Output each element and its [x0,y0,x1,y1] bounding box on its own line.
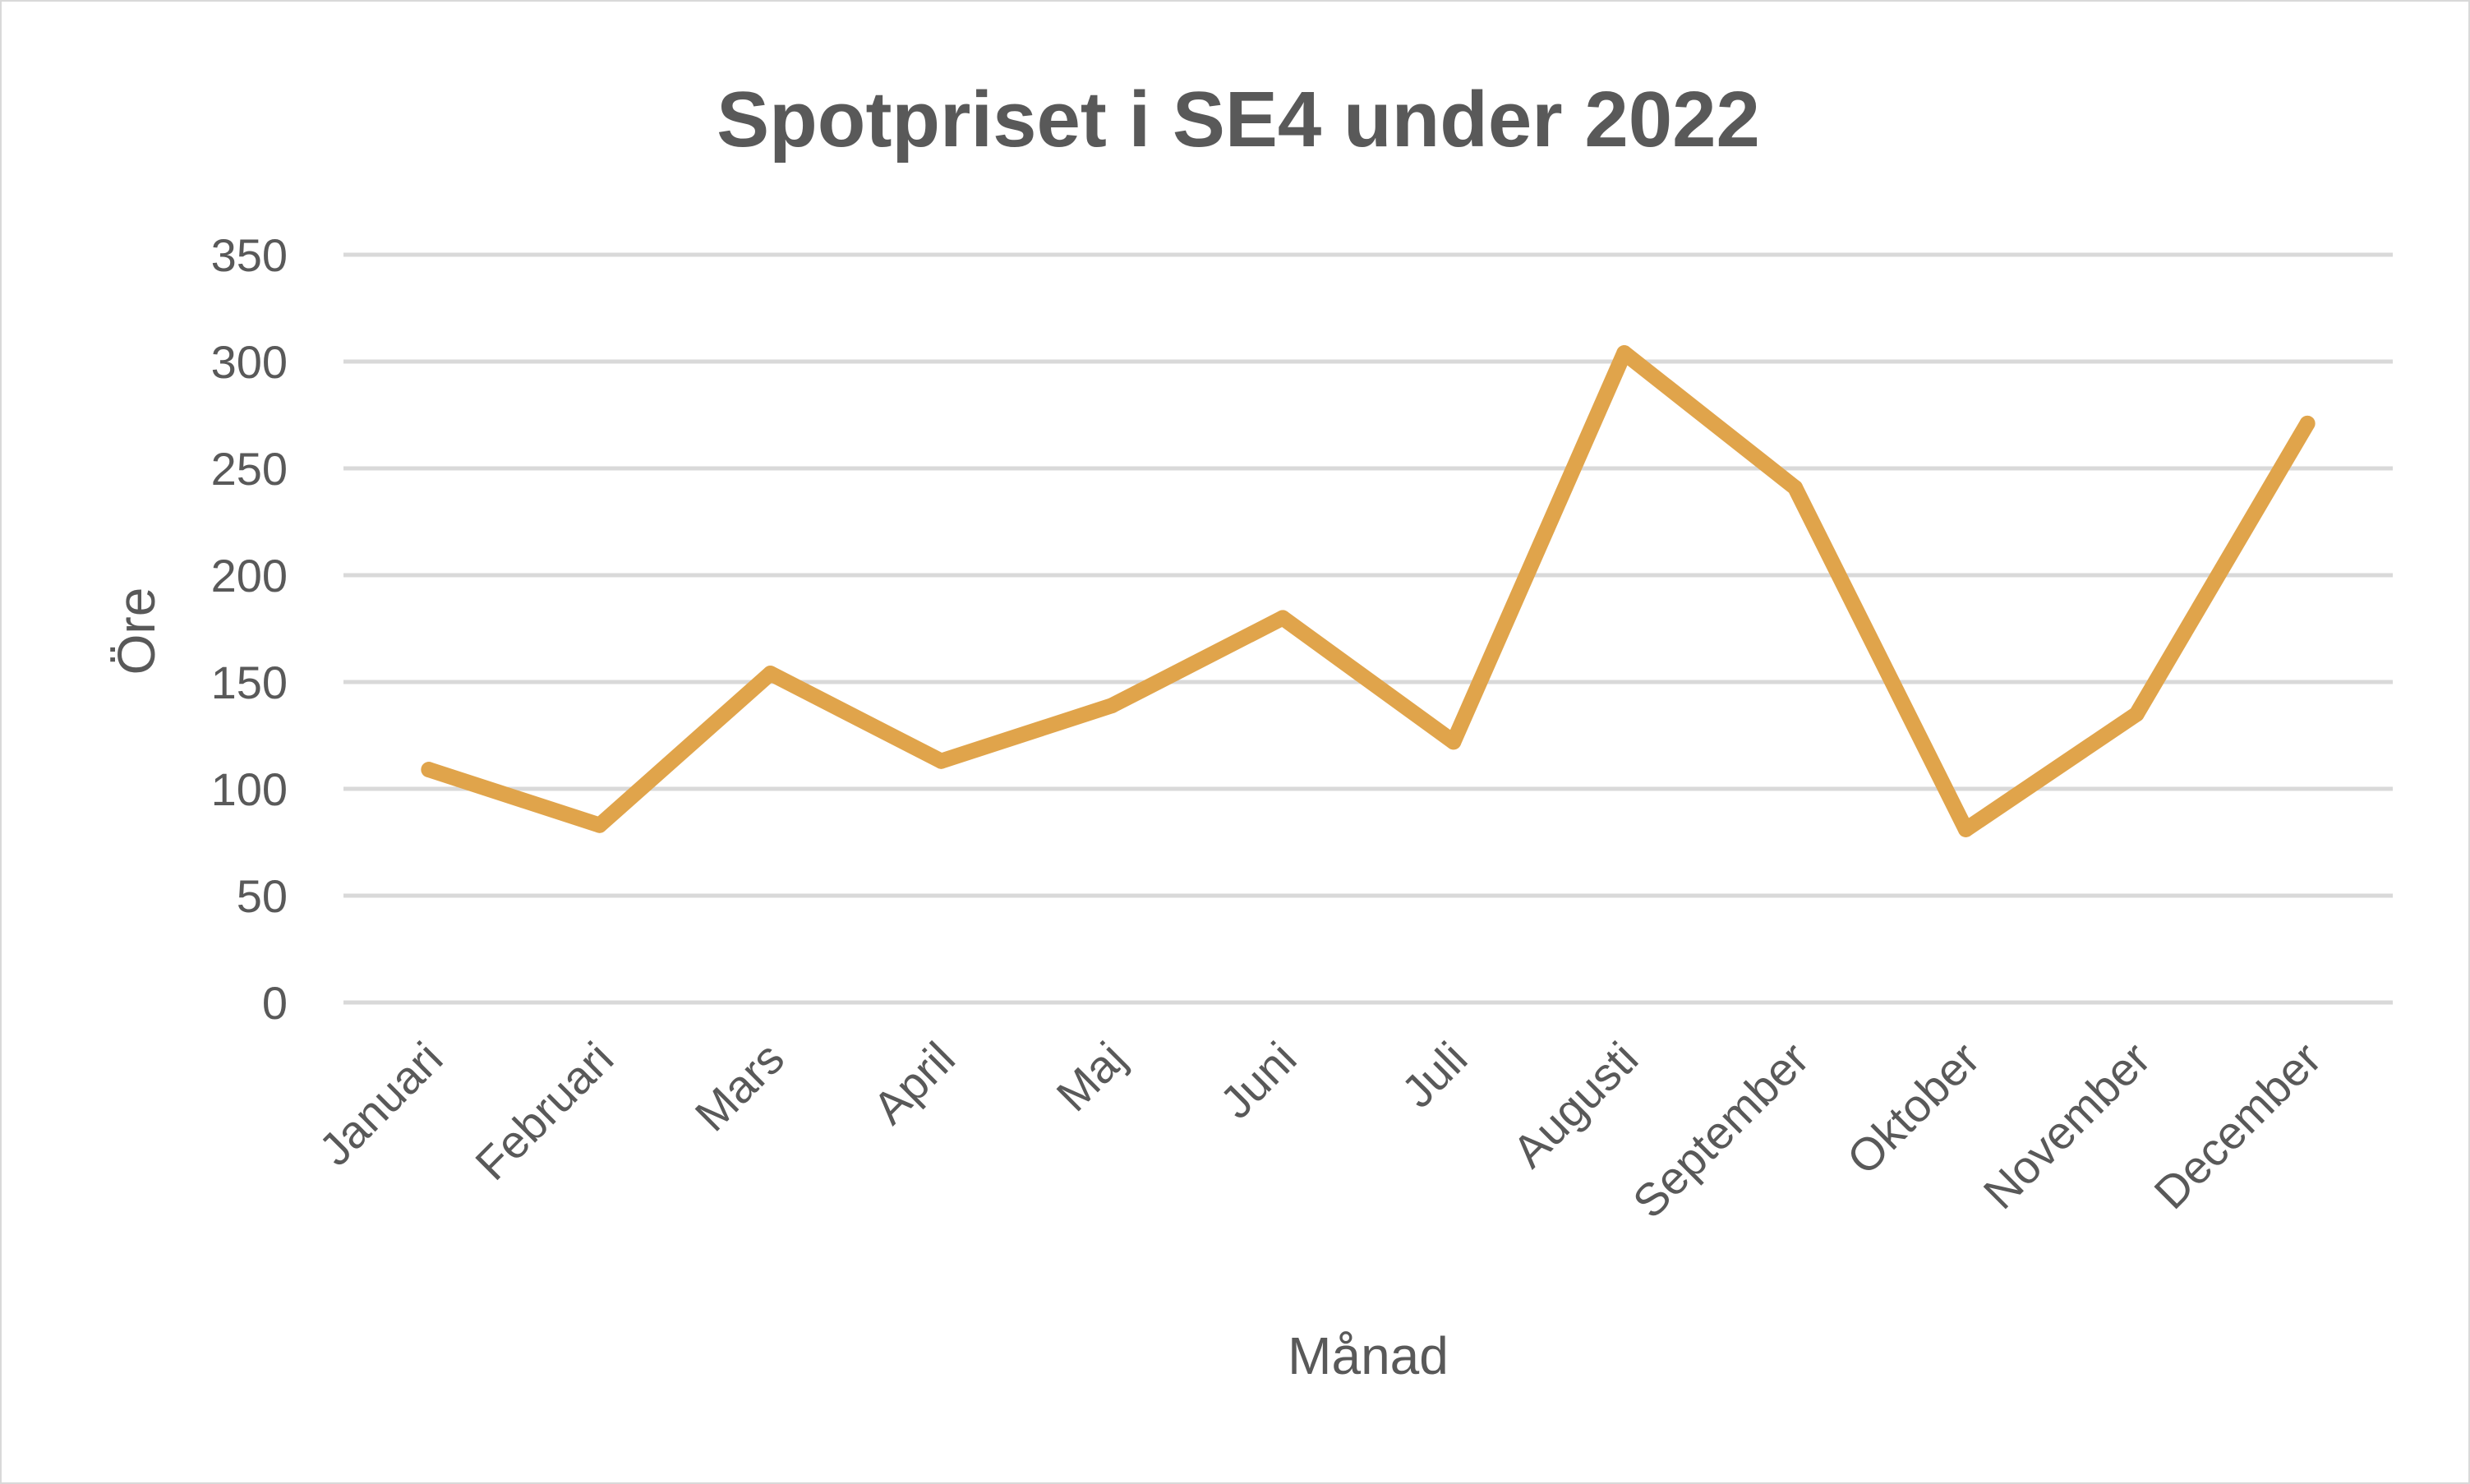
gridlines [343,252,2393,1005]
series-layer [421,345,2316,837]
x-tick-label: Juni [1210,1032,1306,1128]
data-point-april [933,753,949,769]
x-axis-title: Månad [1288,1326,1449,1385]
y-tick-label: 200 [211,550,288,601]
y-axis-title: Öre [107,588,166,675]
data-point-oktober [1957,821,1974,837]
x-tick-label: Augusti [1503,1032,1648,1178]
data-point-januari [421,762,437,778]
data-point-juli [1445,734,1462,750]
y-tick-label: 250 [211,443,288,495]
x-tick-label: Maj [1046,1032,1135,1121]
data-point-september [1787,479,1804,495]
x-tick-label: April [863,1032,965,1134]
x-tick-label: Mars [685,1032,795,1141]
chart-title: Spotpriset i SE4 under 2022 [717,76,1760,164]
data-point-juni [1274,610,1291,626]
x-tick-label: November [1974,1032,2160,1219]
x-tick-label: Januari [309,1032,452,1175]
x-tick-label: September [1623,1032,1818,1228]
series-line [421,345,2316,837]
data-point-december [2299,415,2316,431]
y-tick-label: 50 [237,870,288,922]
x-tick-label: December [2144,1032,2330,1219]
y-axis-tick-labels: 0 50 100 150 200 250 300 350 [211,229,288,1029]
y-tick-label: 150 [211,657,288,708]
y-tick-label: 100 [211,763,288,815]
x-axis-tick-labels: Januari Februari Mars April Maj Juni Juli Augus… [309,1032,2331,1228]
data-point-februari [592,817,608,833]
y-tick-label: 300 [211,336,288,388]
x-tick-label: Juli [1391,1032,1477,1118]
x-tick-label: Oktober [1836,1032,1988,1184]
data-point-november [2128,706,2145,722]
data-point-maj [1104,698,1120,714]
y-tick-label: 350 [211,229,288,281]
data-point-mars [763,666,779,682]
y-tick-label: 0 [262,977,288,1029]
data-point-augusti [1616,345,1633,362]
x-tick-label: Februari [465,1032,623,1190]
